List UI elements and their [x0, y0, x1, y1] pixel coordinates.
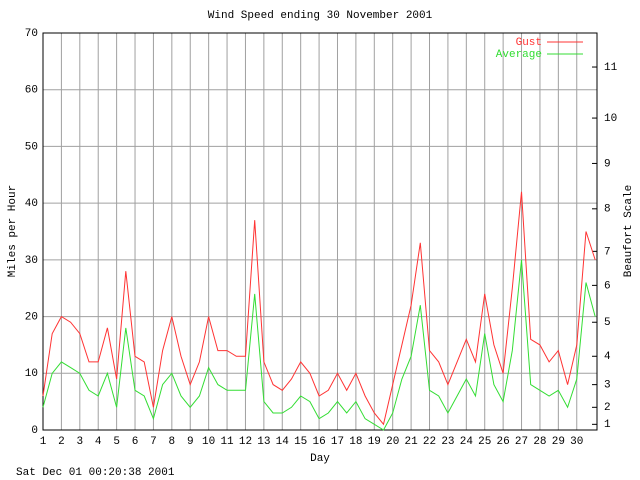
x-axis-label: Day [310, 453, 330, 465]
x-tick-label: 30 [570, 436, 583, 448]
x-tick-label: 3 [77, 436, 84, 448]
x-tick-label: 27 [515, 436, 528, 448]
y-tick-label: 40 [25, 198, 38, 210]
legend-label: Average [496, 49, 542, 61]
x-tick-label: 20 [386, 436, 399, 448]
y-tick-label: 30 [25, 255, 38, 267]
y2-tick-label: 9 [604, 158, 611, 170]
y2-tick-label: 7 [604, 246, 611, 258]
x-tick-label: 21 [405, 436, 419, 448]
x-tick-label: 5 [113, 436, 120, 448]
y2-tick-label: 6 [604, 280, 611, 292]
series-line [42, 191, 596, 426]
x-tick-label: 23 [441, 436, 454, 448]
x-tick-label: 15 [294, 436, 307, 448]
x-tick-label: 29 [552, 436, 565, 448]
x-tick-label: 24 [460, 436, 474, 448]
x-tick-label: 8 [169, 436, 176, 448]
y2-tick-label: 1 [604, 419, 611, 431]
x-tick-label: 18 [349, 436, 362, 448]
x-tick-label: 11 [220, 436, 234, 448]
legend-label: Gust [516, 37, 542, 49]
x-tick-label: 2 [58, 436, 65, 448]
x-tick-label: 12 [239, 436, 252, 448]
y2-tick-label: 10 [604, 113, 617, 125]
x-tick-label: 22 [423, 436, 436, 448]
y-axis-label: Miles per Hour [7, 185, 19, 277]
y2-axis-label: Beaufort Scale [623, 185, 635, 277]
y-tick-label: 70 [25, 28, 38, 40]
y-tick-label: 20 [25, 311, 38, 323]
y2-tick-label: 5 [604, 317, 611, 329]
x-tick-label: 14 [276, 436, 290, 448]
y2-tick-label: 3 [604, 380, 611, 392]
x-tick-label: 28 [533, 436, 546, 448]
x-tick-label: 7 [150, 436, 157, 448]
y2-tick-label: 2 [604, 402, 611, 414]
x-tick-label: 26 [497, 436, 510, 448]
y2-tick-label: 11 [604, 62, 618, 74]
x-tick-label: 19 [368, 436, 381, 448]
x-tick-label: 6 [132, 436, 139, 448]
y2-tick-label: 8 [604, 204, 611, 216]
x-tick-label: 9 [187, 436, 194, 448]
y-tick-label: 10 [25, 368, 38, 380]
y2-tick-label: 4 [604, 351, 611, 363]
x-tick-label: 16 [312, 436, 325, 448]
x-tick-label: 4 [95, 436, 102, 448]
y-tick-label: 0 [31, 425, 38, 437]
x-tick-label: 25 [478, 436, 491, 448]
timestamp: Sat Dec 01 00:20:38 2001 [16, 467, 175, 479]
chart-title: Wind Speed ending 30 November 2001 [208, 10, 433, 22]
x-tick-label: 17 [331, 436, 344, 448]
y-tick-label: 50 [25, 141, 38, 153]
y-tick-label: 60 [25, 85, 38, 97]
x-tick-label: 10 [202, 436, 215, 448]
plot-frame [42, 32, 598, 431]
x-tick-label: 1 [40, 436, 47, 448]
x-tick-label: 13 [257, 436, 270, 448]
series-line [42, 259, 596, 431]
